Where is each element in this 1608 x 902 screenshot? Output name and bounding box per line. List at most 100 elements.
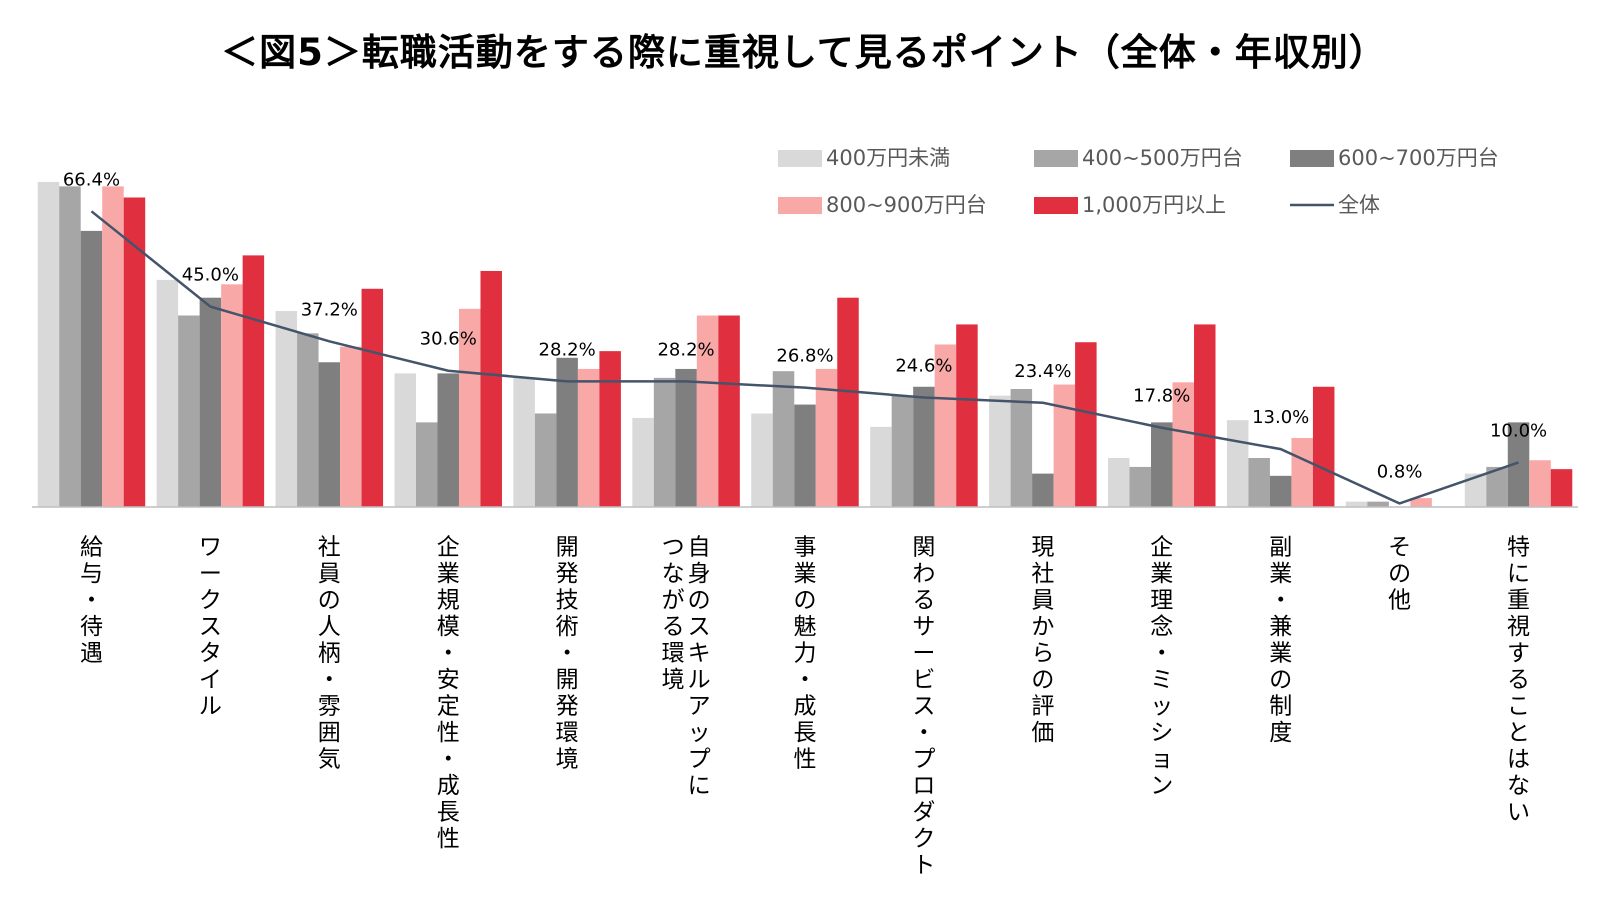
category-label-char: 魅 — [794, 614, 817, 640]
category-label-char: ク — [199, 588, 222, 614]
legend-swatch — [778, 197, 822, 214]
bar — [199, 297, 222, 507]
legend-item: 全体 — [1290, 193, 1380, 217]
legend-item: 400~500万円台 — [1034, 146, 1243, 170]
category-label-char: る — [1507, 667, 1530, 693]
bar — [1507, 422, 1530, 507]
bar — [956, 324, 978, 507]
category-label-char: は — [1507, 747, 1530, 773]
category-label-char: 発 — [556, 694, 579, 720]
category-label-char: ・ — [1150, 641, 1173, 667]
bar — [1108, 458, 1130, 507]
category-label-char: る — [912, 588, 935, 614]
category-label-char: 関 — [912, 535, 935, 561]
category-label-char: ・ — [318, 667, 341, 693]
category-label-char: 遇 — [80, 641, 103, 667]
category-label-char: ル — [688, 667, 711, 693]
category-label-char: 模 — [437, 614, 460, 640]
category-label-char: ク — [912, 826, 935, 852]
legend-label: 800~900万円台 — [826, 193, 987, 217]
category-label-char: 現 — [1031, 535, 1054, 561]
bar — [1032, 473, 1054, 507]
category-label-char: 人 — [318, 614, 341, 640]
bar — [1010, 388, 1033, 507]
category-label-char: 視 — [1507, 614, 1530, 640]
category-label-char: 業 — [1269, 561, 1292, 587]
bar — [1075, 342, 1097, 507]
legend-label: 600~700万円台 — [1338, 146, 1499, 170]
legend-label: 400万円未満 — [826, 146, 950, 170]
overall-line-group — [90, 210, 1519, 505]
category-label-char: 技 — [556, 588, 579, 614]
bar-group — [37, 181, 146, 508]
category-label-char: 理 — [1150, 588, 1173, 614]
category-label-char: 員 — [1031, 588, 1054, 614]
bar — [1367, 501, 1389, 507]
bar — [751, 413, 773, 507]
bar — [1550, 469, 1573, 507]
category-label-char: シ — [1150, 720, 1173, 746]
bar-group — [870, 324, 978, 507]
category-label-char: わ — [912, 561, 935, 587]
bar — [178, 315, 200, 507]
legend-label: 400~500万円台 — [1082, 146, 1243, 170]
category-label-char: ワ — [199, 535, 222, 561]
data-label: 26.8% — [776, 346, 833, 367]
bar — [415, 422, 438, 507]
category-label-char: ー — [912, 641, 935, 667]
data-label: 30.6% — [420, 329, 477, 350]
category-label-char: 規 — [437, 588, 460, 614]
bar — [37, 181, 60, 507]
category-label-char: 術 — [556, 614, 579, 640]
bar-group — [513, 351, 621, 507]
category-label-char: ッ — [1150, 694, 1173, 720]
bar — [870, 426, 892, 507]
legend-item: 800~900万円台 — [778, 193, 987, 217]
category-label-char: ン — [1150, 773, 1173, 799]
bar — [815, 368, 838, 507]
bar — [837, 297, 859, 507]
category-label-char: い — [1507, 800, 1530, 826]
category-label-char: ダ — [912, 800, 935, 826]
category-label-char: ・ — [556, 641, 579, 667]
category-label-char: の — [318, 588, 341, 614]
category-label-char: ス — [688, 614, 711, 640]
category-label-char: プ — [688, 747, 711, 773]
bar — [242, 255, 265, 507]
bar-group — [989, 342, 1097, 507]
bar-groups — [37, 181, 1573, 508]
legend-swatch — [778, 150, 822, 167]
category-label-char: の — [1269, 667, 1292, 693]
overall-series-line — [90, 210, 1519, 505]
category-label-char: 副 — [1269, 535, 1292, 561]
category-labels: 給与・待遇ワークスタイル社員の人柄・雰囲気企業規模・安定性・成長性開発技術・開発… — [80, 535, 1530, 879]
data-label: 10.0% — [1490, 420, 1547, 441]
legend-item: 400万円未満 — [778, 146, 950, 170]
category-label-char: ・ — [80, 588, 103, 614]
category-label-char: ら — [1031, 641, 1054, 667]
category-label-char: 業 — [437, 561, 460, 587]
bar — [458, 308, 481, 507]
bar-group — [156, 255, 265, 507]
category-label-char: 長 — [437, 800, 460, 826]
bar — [1194, 324, 1216, 507]
data-label: 45.0% — [182, 265, 239, 286]
bar — [891, 395, 914, 507]
category-label-char: 企 — [1150, 535, 1173, 561]
category-label-char: 柄 — [318, 641, 341, 667]
data-label: 66.4% — [63, 169, 120, 190]
category-label-char: 開 — [556, 667, 579, 693]
data-label: 28.2% — [539, 339, 596, 360]
category-label-char: 与 — [80, 561, 103, 587]
category-label-char: と — [1507, 720, 1530, 746]
category-label-char: ア — [688, 694, 711, 720]
legend-swatch — [1034, 150, 1078, 167]
category-label-char: つ — [662, 535, 685, 561]
